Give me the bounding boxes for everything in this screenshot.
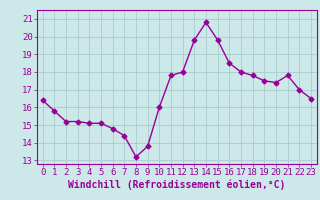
- X-axis label: Windchill (Refroidissement éolien,°C): Windchill (Refroidissement éolien,°C): [68, 180, 285, 190]
